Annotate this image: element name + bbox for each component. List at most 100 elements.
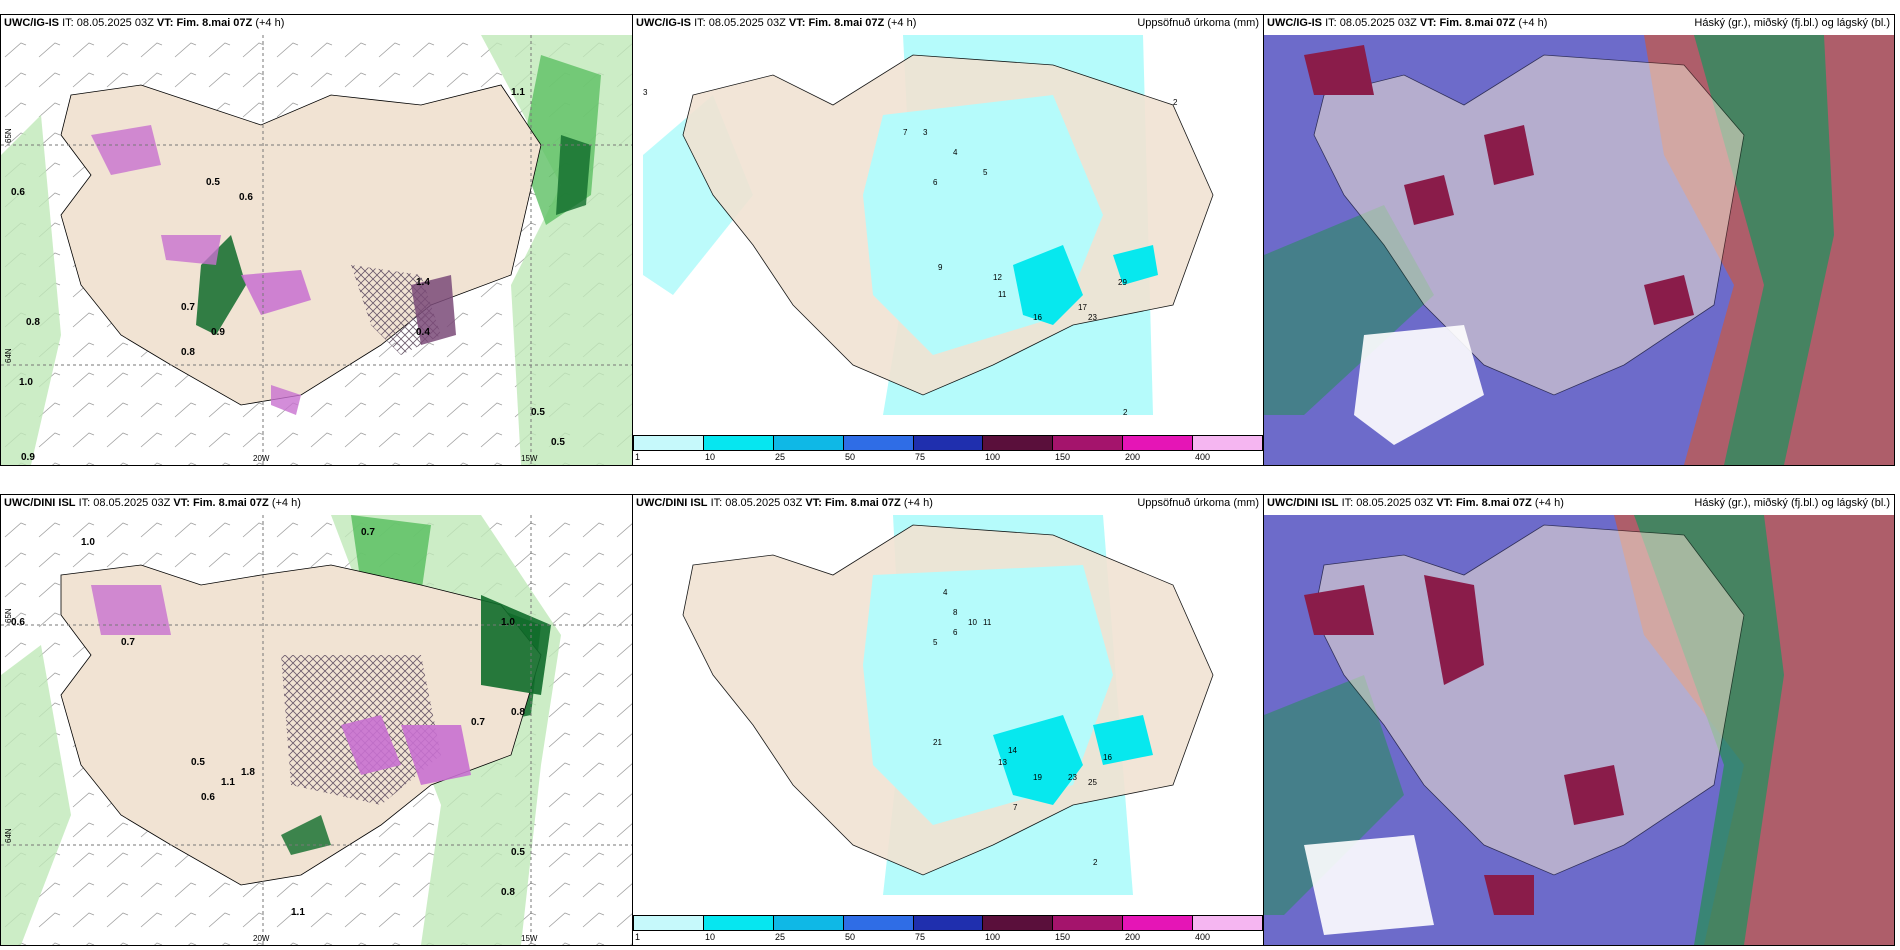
lon-label-15w: 15W xyxy=(521,934,538,943)
wind-label: 0.5 xyxy=(191,757,205,768)
wind-map: 20W 15W 65N 64N 1.0 0.6 0.8 0.7 0.5 0.6 … xyxy=(1,35,632,465)
wind-label: 1.0 xyxy=(501,617,515,628)
wind-label: 1.1 xyxy=(511,87,525,98)
precip-label: 17 xyxy=(1078,303,1087,312)
precip-label: 9 xyxy=(938,263,943,272)
legend-label: 100 xyxy=(985,452,1001,462)
product-title: Uppsöfnuð úrkoma (mm) xyxy=(1137,17,1259,29)
legend-label: 200 xyxy=(1125,452,1141,462)
legend-label: 200 xyxy=(1125,932,1141,942)
wind-label: 1.1 xyxy=(221,777,235,788)
legend-swatch xyxy=(703,436,774,450)
init-time: 08.05.2025 03Z xyxy=(93,497,171,509)
wind-label: 0.5 xyxy=(511,847,525,858)
wind-label: 0.5 xyxy=(531,407,545,418)
legend-label: 1 xyxy=(635,452,641,462)
legend-label: 150 xyxy=(1055,932,1071,942)
panel-header: UWC/DINI ISL IT: 08.05.2025 03Z VT: Fim.… xyxy=(1,495,632,515)
valid-time: Fim. 8.mai 07Z xyxy=(1455,497,1532,509)
wind-map: 20W 15W 65N 64N 1.0 0.6 0.7 0.5 1.1 1.8 … xyxy=(1,515,632,945)
legend-label: 75 xyxy=(915,452,926,462)
wind-label: 1.4 xyxy=(416,277,430,288)
precip-label: 11 xyxy=(998,290,1007,299)
legend-label: 400 xyxy=(1195,452,1211,462)
precip-label: 25 xyxy=(1088,778,1097,787)
panel-precip-top: UWC/IG-IS IT: 08.05.2025 03Z VT: Fim. 8.… xyxy=(632,14,1264,466)
legend-swatch xyxy=(1053,436,1124,450)
precip-label: 23 xyxy=(1068,773,1077,782)
precip-label: 7 xyxy=(903,128,908,137)
legend-label: 100 xyxy=(985,932,1001,942)
legend-colorbar xyxy=(633,435,1263,451)
it-label: IT: xyxy=(1341,497,1354,509)
wind-label: 0.8 xyxy=(181,347,195,358)
precip-legend: 1 10 25 50 75 100 150 200 400 xyxy=(633,915,1263,945)
legend-label: 400 xyxy=(1195,932,1211,942)
panel-cloud-bottom: UWC/DINI ISL IT: 08.05.2025 03Z VT: Fim.… xyxy=(1263,494,1895,946)
legend-swatch xyxy=(634,436,704,450)
precip-map: 4 8 10 11 6 5 21 14 13 19 23 25 16 7 2 xyxy=(633,515,1263,915)
wind-label: 0.8 xyxy=(26,317,40,328)
legend-swatch xyxy=(1193,436,1263,450)
model-name: UWC/DINI ISL xyxy=(4,497,76,509)
wind-label: 0.7 xyxy=(361,527,375,538)
legend-label: 25 xyxy=(775,932,786,942)
precip-label: 19 xyxy=(1033,773,1042,782)
panel-header: UWC/DINI ISL IT: 08.05.2025 03Z VT: Fim.… xyxy=(1264,495,1894,515)
legend-label: 50 xyxy=(845,452,856,462)
wind-label: 1.0 xyxy=(19,377,33,388)
wind-label: 0.6 xyxy=(201,792,215,803)
wind-label: 1.0 xyxy=(81,537,95,548)
wind-label: 0.9 xyxy=(21,452,35,463)
legend-swatch xyxy=(983,916,1054,930)
it-label: IT: xyxy=(710,497,723,509)
precip-label: 14 xyxy=(1008,746,1017,755)
panel-wind-bottom: UWC/DINI ISL IT: 08.05.2025 03Z VT: Fim.… xyxy=(0,494,633,946)
precip-label: 5 xyxy=(983,168,988,177)
product-title: Uppsöfnuð úrkoma (mm) xyxy=(1137,497,1259,509)
legend-colorbar xyxy=(633,915,1263,931)
lead-time: (+4 h) xyxy=(271,497,301,509)
wind-label: 0.7 xyxy=(181,302,195,313)
precip-label: 2 xyxy=(1123,408,1128,417)
panel-cloud-top: UWC/IG-IS IT: 08.05.2025 03Z VT: Fim. 8.… xyxy=(1263,14,1895,466)
valid-time: Fim. 8.mai 07Z xyxy=(808,17,885,29)
precip-label: 10 xyxy=(968,618,977,627)
wind-label: 1.1 xyxy=(291,907,305,918)
init-time: 08.05.2025 03Z xyxy=(1356,497,1434,509)
legend-swatch xyxy=(1193,916,1263,930)
legend-label: 1 xyxy=(635,932,641,942)
precip-label: 16 xyxy=(1103,753,1112,762)
wind-label: 0.5 xyxy=(551,437,565,448)
precip-label: 16 xyxy=(1033,313,1042,322)
precip-label: 4 xyxy=(943,588,948,597)
precip-label: 29 xyxy=(1118,278,1127,287)
lat-label-65n: 65N xyxy=(4,608,13,623)
legend-label: 10 xyxy=(705,932,716,942)
vt-label: VT: xyxy=(805,497,822,509)
lon-label-20w: 20W xyxy=(253,454,270,463)
precip-label: 4 xyxy=(953,148,958,157)
valid-time: Fim. 8.mai 07Z xyxy=(1439,17,1516,29)
precip-label: 12 xyxy=(993,273,1002,282)
panel-header: UWC/IG-IS IT: 08.05.2025 03Z VT: Fim. 8.… xyxy=(1,15,632,35)
legend-swatch xyxy=(634,916,704,930)
legend-label: 50 xyxy=(845,932,856,942)
wind-label: 0.6 xyxy=(11,617,25,628)
vt-label: VT: xyxy=(1419,17,1437,29)
lat-label-64n: 64N xyxy=(4,828,13,843)
vt-label: VT: xyxy=(156,17,174,29)
it-label: IT: xyxy=(694,17,706,29)
precip-label: 3 xyxy=(923,128,928,137)
wind-label: 0.6 xyxy=(11,187,25,198)
legend-label: 25 xyxy=(775,452,786,462)
product-title: Háský (gr.), miðský (fj.bl.) og lágský (… xyxy=(1694,497,1890,509)
precip-label: 6 xyxy=(953,628,958,637)
precip-label: 7 xyxy=(1013,803,1018,812)
panel-header: UWC/DINI ISL IT: 08.05.2025 03Z VT: Fim.… xyxy=(633,495,1263,515)
wind-label: 1.8 xyxy=(241,767,255,778)
lat-label-64n: 64N xyxy=(4,348,13,363)
vt-label: VT: xyxy=(1436,497,1453,509)
wind-label: 0.4 xyxy=(416,327,430,338)
panel-precip-bottom: UWC/DINI ISL IT: 08.05.2025 03Z VT: Fim.… xyxy=(632,494,1264,946)
